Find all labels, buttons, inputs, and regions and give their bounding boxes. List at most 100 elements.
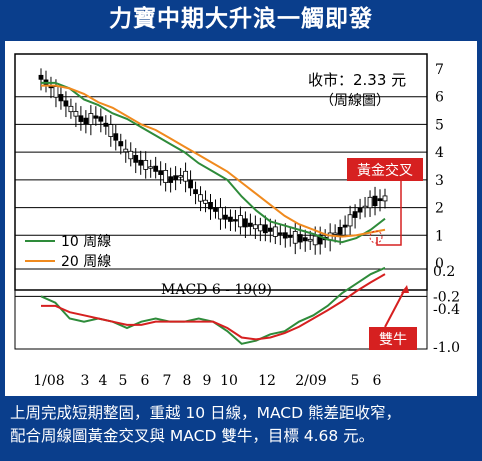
weekly-chart-label: （周線圖）: [320, 93, 390, 109]
candle-body: [178, 175, 183, 178]
candle-body: [382, 195, 388, 202]
candle-body: [78, 115, 84, 122]
candle-body: [83, 117, 89, 125]
candle-body: [123, 148, 129, 153]
candle-body: [143, 160, 149, 170]
candle-body: [213, 207, 218, 212]
candle-body: [377, 198, 383, 202]
candle-body: [93, 115, 99, 119]
candle-body: [297, 234, 303, 243]
candle-body: [158, 170, 164, 175]
candle-body: [347, 214, 353, 227]
x-tick-label: 5: [119, 373, 128, 389]
y-tick-label: 7: [435, 62, 444, 78]
candle-body: [238, 215, 243, 228]
x-tick-label: 3: [81, 373, 90, 389]
y-tick-label: 1: [435, 228, 444, 244]
double-bull-label: 雙牛: [379, 332, 407, 348]
macd-y-tick-label: 0.2: [433, 264, 455, 280]
x-tick-label: 2/09: [295, 373, 326, 389]
macd-label: MACD 6 - 19(9): [161, 282, 272, 298]
candle-body: [233, 219, 238, 222]
candle-body: [58, 94, 64, 102]
candle-body: [98, 116, 104, 122]
candle-body: [53, 86, 59, 98]
candle-body: [118, 141, 124, 147]
candle-body: [228, 216, 233, 222]
y-tick-label: 3: [435, 173, 444, 189]
candle-body: [68, 105, 74, 113]
candle-body: [148, 166, 154, 169]
candle-body: [307, 238, 313, 242]
candle-body: [243, 218, 248, 228]
y-tick-label: 0: [435, 256, 444, 272]
candle-body: [367, 196, 373, 209]
chart-title: 力寶中期大升浪一觸即發: [109, 6, 373, 32]
candle-body: [302, 237, 308, 242]
y-tick-label: 4: [435, 145, 444, 161]
caption: 上周完成短期整固，重越 10 日線，MACD 熊差距收窄， 配合周線圖黃金交叉與…: [10, 402, 476, 448]
macd-signal-line: [41, 273, 386, 341]
candle-body: [267, 227, 273, 232]
candle-body: [317, 234, 323, 245]
candle-body: [153, 165, 159, 172]
candle-body: [262, 224, 268, 234]
macd-y-tick-label: -0.2: [433, 289, 460, 305]
candle-body: [352, 211, 358, 218]
caption-line-2: 配合周線圖黃金交叉與 MACD 雙牛，目標 4.68 元。: [10, 427, 375, 445]
candle-body: [113, 133, 119, 141]
x-tick-label: 4: [99, 373, 108, 389]
double-bull-badge: [369, 327, 417, 350]
candle-body: [357, 207, 363, 213]
candle-body: [372, 195, 378, 207]
x-tick-label: 12: [258, 373, 276, 389]
x-tick-label: 9: [203, 373, 212, 389]
x-tick-label: 1/08: [33, 373, 64, 389]
candle-body: [292, 231, 298, 244]
x-tick-label: 5: [351, 373, 360, 389]
candle-body: [362, 205, 368, 209]
candle-body: [218, 207, 223, 220]
x-tick-label: 10: [220, 373, 238, 389]
price-panel: [14, 53, 428, 291]
chart-area: 7 6 5 4 3 2 1 0 0.2 -0.2 -0.4 -1.0 1/08 3 4 5 6 7 8 9 10 12 2…: [5, 41, 477, 396]
golden-cross-badge: [347, 158, 423, 181]
candle-body: [247, 222, 253, 227]
candle-body: [188, 179, 193, 189]
candle-body: [277, 232, 283, 235]
legend-ma10-label: 10 周線: [61, 234, 111, 250]
candle-body: [73, 111, 79, 117]
candle-body: [257, 224, 263, 232]
candle-body: [108, 124, 114, 137]
macd-panel: [14, 268, 428, 350]
macd-y-tick-label: -1.0: [433, 340, 460, 356]
ma20-line: [41, 84, 386, 238]
candle-body: [193, 189, 198, 195]
candle-body: [168, 176, 174, 183]
double-bull-arrow: [384, 288, 406, 328]
golden-cross-label: 黃金交叉: [357, 162, 413, 179]
y-tick-label: 5: [435, 117, 444, 133]
candle-body: [203, 199, 208, 204]
macd-y-tick-label: -0.4: [433, 302, 460, 318]
candle-body: [183, 170, 188, 182]
candle-body: [38, 74, 44, 80]
x-tick-label: 8: [183, 373, 192, 389]
candle-body: [198, 194, 203, 202]
candle-body: [133, 155, 139, 163]
ma10-line: [41, 81, 386, 244]
candle-body: [173, 175, 179, 181]
candle-body: [342, 224, 348, 228]
candle-body: [63, 100, 69, 107]
candle-body: [337, 226, 343, 235]
close-price-label: 收市：2.33 元: [308, 71, 406, 89]
x-tick-label: 7: [163, 373, 172, 389]
y-tick-label: 2: [435, 201, 444, 217]
candle-body: [287, 234, 293, 238]
legend-ma20-label: 20 周線: [61, 254, 111, 270]
caption-line-1: 上周完成短期整固，重越 10 日線，MACD 熊差距收窄，: [10, 404, 401, 422]
y-tick-label: 6: [435, 90, 444, 106]
double-bull-arrowhead: [401, 285, 409, 293]
